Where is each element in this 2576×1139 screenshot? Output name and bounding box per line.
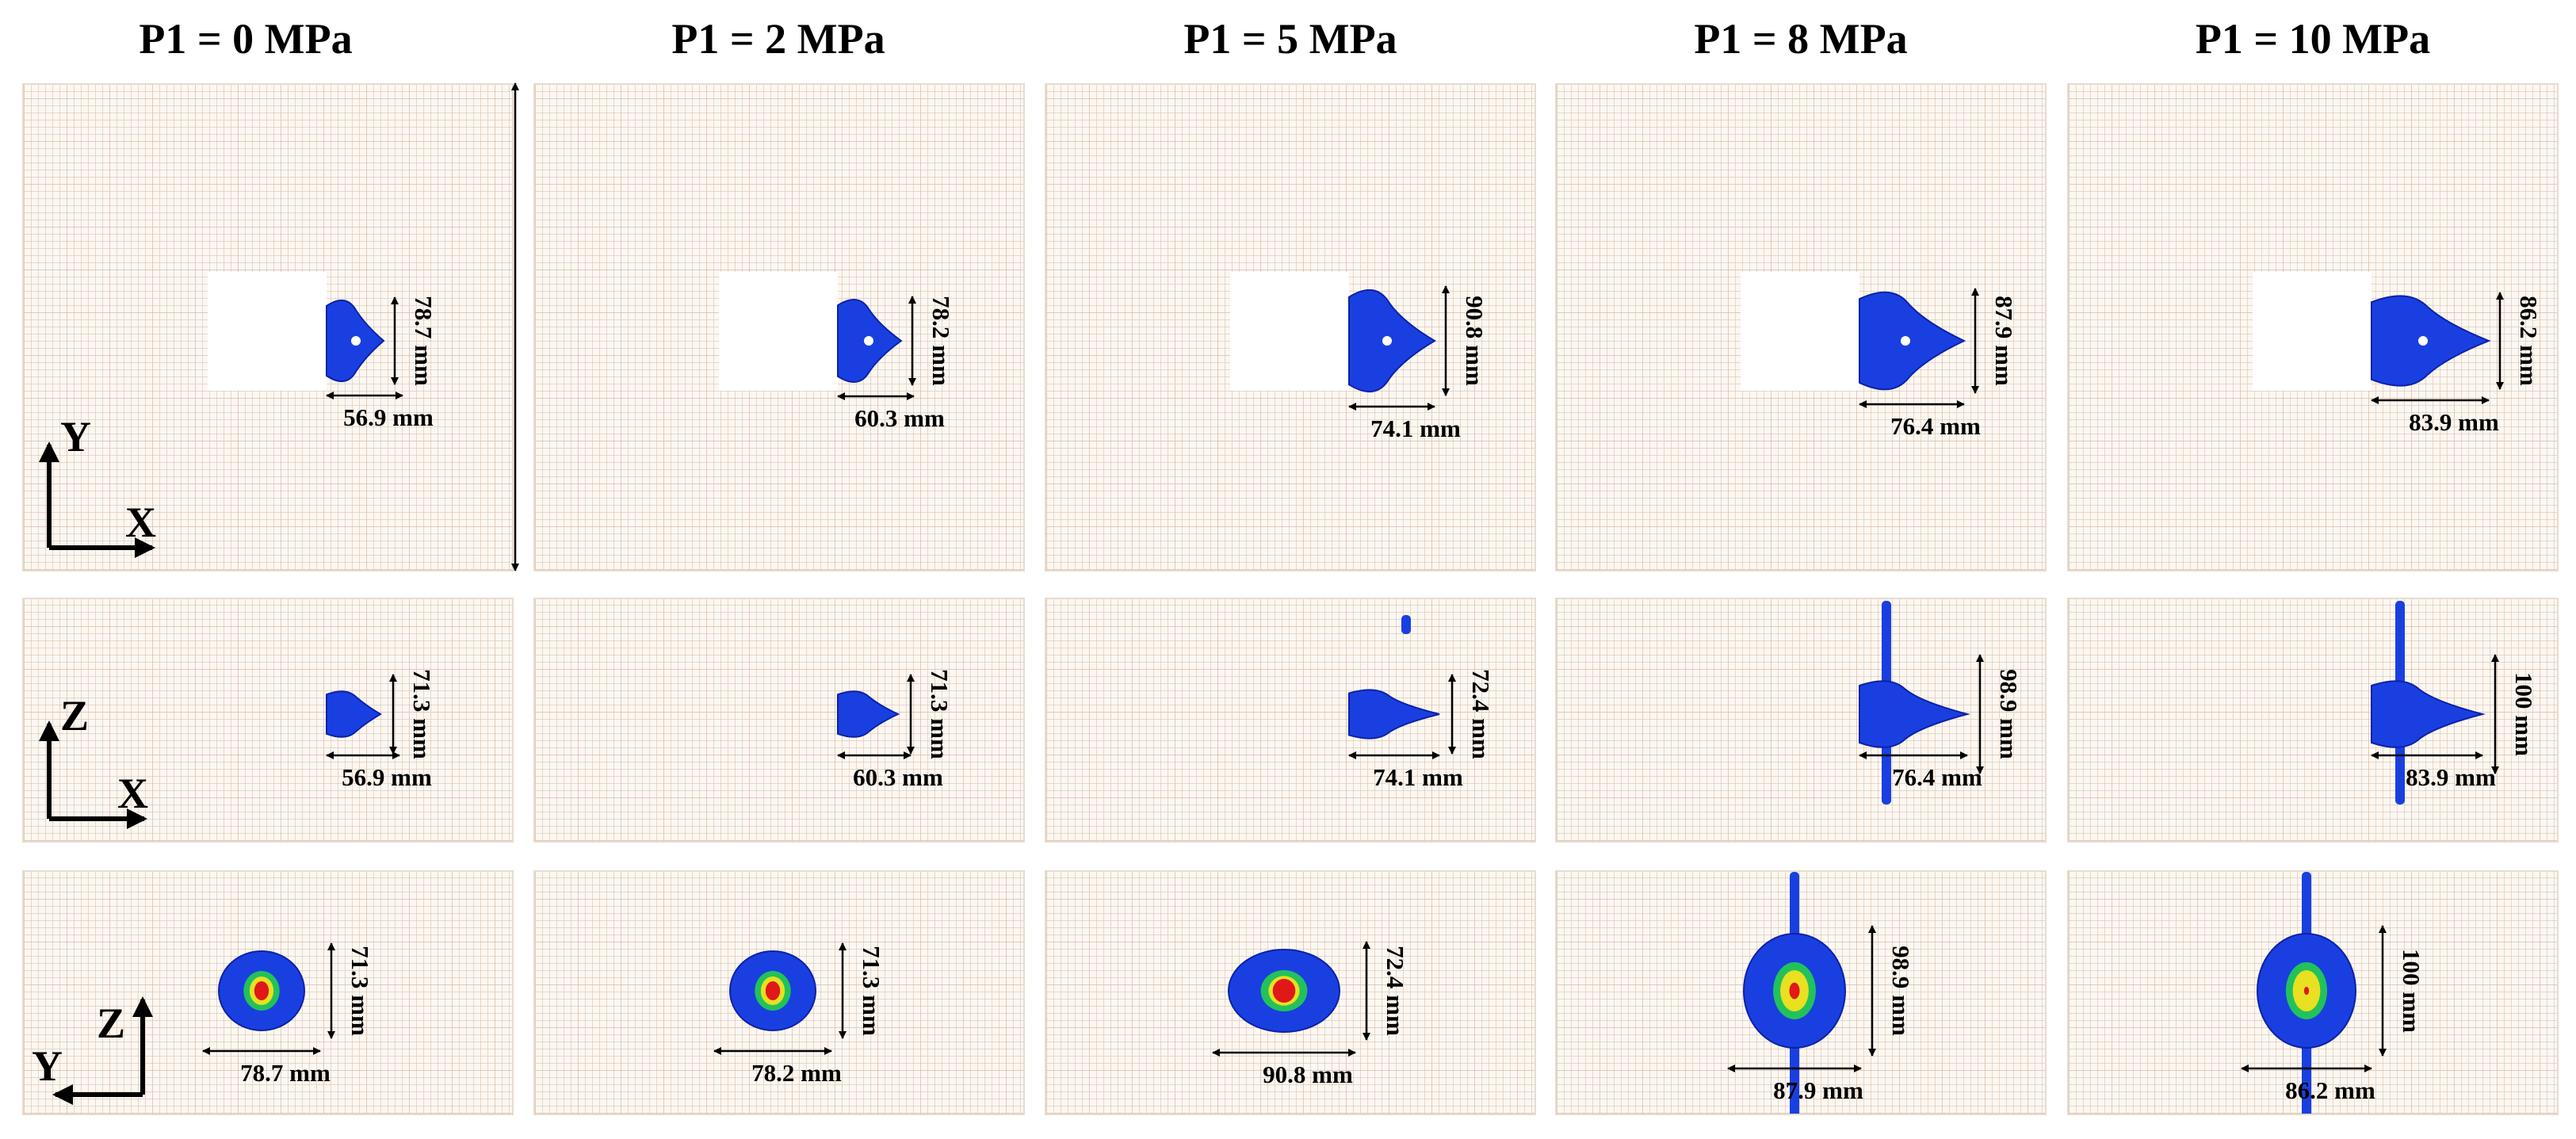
vertical-dimension-label: 100 mm — [2510, 672, 2538, 756]
wellbore-block — [2253, 272, 2372, 391]
fracture-view: 60.3 mm 78.2 mm — [719, 272, 955, 432]
axis-horizontal-label: Y — [32, 1042, 63, 1090]
view-panel: 76.4 mm 98.9 mm — [1555, 598, 2047, 843]
view-panel: 74.1 mm 90.8 mm — [1045, 83, 1536, 571]
horizontal-dimension-label: 87.9 mm — [1773, 1076, 1863, 1104]
fracture-view: 76.4 mm 98.9 mm — [1859, 601, 2023, 805]
horizontal-dimension-label: 86.2 mm — [2285, 1076, 2375, 1104]
view-panel: 83.9 mm 100 mm — [2067, 598, 2559, 843]
vertical-dimension-label: 86.2 mm — [2515, 296, 2543, 386]
column-title: P1 = 0 MPa — [139, 15, 353, 63]
wellbore-block — [1741, 272, 1859, 391]
horizontal-dimension-label: 78.7 mm — [240, 1059, 331, 1087]
fracture-view: 56.9 mm 78.7 mm YX — [39, 272, 438, 558]
view-panel: 78.7 mm 71.3 mm Z Y — [22, 870, 514, 1115]
view-panel: 76.4 mm 87.9 mm — [1555, 83, 2047, 571]
horizontal-dimension-label: 83.9 mm — [2409, 408, 2499, 436]
vertical-dimension-label: 71.3 mm — [858, 946, 885, 1036]
horizontal-dimension-label: 60.3 mm — [853, 763, 943, 791]
vertical-dimension-label: 78.7 mm — [410, 296, 438, 386]
fracture-view: 76.4 mm 87.9 mm — [1741, 272, 2018, 440]
perforation-point — [351, 336, 361, 346]
fracture-fragment — [1401, 615, 1411, 634]
fracture-view: 60.3 mm 71.3 mm — [837, 669, 954, 791]
perforation-point — [1382, 336, 1392, 346]
fracture-contour — [1228, 949, 1340, 1033]
view-panel: 90.8 mm 72.4 mm — [1045, 870, 1536, 1115]
horizontal-dimension-label: 74.1 mm — [1370, 415, 1461, 442]
horizontal-dimension-label: 78.2 mm — [751, 1059, 842, 1087]
view-panel: 83.9 mm 86.2 mm — [2067, 83, 2559, 571]
fracture-view: 86.2 mm 100 mm — [2241, 872, 2425, 1114]
fracture-contour — [2257, 933, 2356, 1049]
perforation-point — [1901, 336, 1910, 346]
fracture-shape — [326, 690, 382, 738]
vertical-dimension-label: 100 mm — [2398, 949, 2425, 1033]
vertical-dimension-label: 71.3 mm — [408, 669, 436, 759]
view-panel: 86.2 mm 100 mm — [2067, 870, 2559, 1115]
vertical-dimension-label: 90.8 mm — [1461, 296, 1489, 386]
fracture-shape — [1859, 291, 1966, 391]
axis-indicator: ZY — [32, 996, 153, 1105]
vertical-dimension-label: 72.4 mm — [1467, 669, 1495, 759]
fracture-shape — [1348, 689, 1440, 740]
view-panel: 56.9 mm 78.7 mm Y X — [22, 83, 514, 571]
column-title: P1 = 2 MPa — [671, 15, 885, 63]
view-panel: 78.2 mm 71.3 mm — [533, 870, 1025, 1115]
fracture-view: 90.8 mm 72.4 mm — [1212, 941, 1409, 1088]
vertical-dimension-label: 87.9 mm — [1990, 296, 2018, 386]
view-panel: 60.3 mm 78.2 mm — [533, 83, 1025, 571]
vertical-dimension-label: 71.3 mm — [346, 946, 374, 1036]
axis-vertical-label: Z — [97, 999, 125, 1047]
column-title: P1 = 10 MPa — [2195, 15, 2431, 63]
axis-indicator: ZX — [39, 692, 148, 829]
vertical-dimension-label: 98.9 mm — [1995, 669, 2023, 759]
wellbore-block — [208, 272, 327, 391]
axis-horizontal-label: X — [125, 499, 156, 546]
column-title: P1 = 8 MPa — [1694, 15, 1908, 63]
vertical-dimension-label: 98.9 mm — [1887, 946, 1915, 1036]
horizontal-dimension-label: 76.4 mm — [1892, 763, 1982, 791]
vertical-dimension-label: 78.2 mm — [927, 296, 955, 386]
fracture-view: 74.1 mm 90.8 mm — [1230, 272, 1489, 442]
fracture-view: 83.9 mm 86.2 mm — [2253, 272, 2543, 436]
axis-vertical-label: Y — [60, 413, 91, 461]
fracture-shape — [2371, 680, 2486, 748]
fracture-contour — [1743, 933, 1846, 1049]
view-panel: 87.9 mm 98.9 mm — [1555, 870, 2047, 1115]
fracture-view: 78.7 mm 71.3 mm ZY — [32, 942, 374, 1105]
axis-horizontal-label: X — [117, 770, 148, 817]
horizontal-dimension-label: 90.8 mm — [1263, 1061, 1353, 1088]
fracture-view: 56.9 mm 71.3 mm ZX — [39, 669, 436, 829]
horizontal-dimension-label: 56.9 mm — [343, 403, 434, 431]
vertical-dimension-label: 72.4 mm — [1382, 946, 1409, 1036]
fracture-shape — [1859, 680, 1970, 748]
perforation-point — [2418, 336, 2428, 346]
fracture-shape — [2371, 295, 2491, 387]
fracture-view: 78.2 mm 71.3 mm — [713, 942, 885, 1087]
vertical-dimension-label: 71.3 mm — [926, 669, 954, 759]
perforation-point — [864, 336, 873, 346]
axis-vertical-label: Z — [60, 692, 89, 740]
view-panel: 74.1 mm 72.4 mm — [1045, 598, 1536, 843]
horizontal-dimension-label: 56.9 mm — [342, 763, 432, 791]
view-panel: 60.3 mm 71.3 mm — [533, 598, 1025, 843]
horizontal-dimension-label: 74.1 mm — [1373, 763, 1463, 791]
fracture-view: 83.9 mm 100 mm — [2371, 601, 2538, 805]
horizontal-dimension-label: 60.3 mm — [854, 404, 945, 432]
fracture-view: 87.9 mm 98.9 mm — [1727, 872, 1915, 1114]
horizontal-dimension-label: 83.9 mm — [2406, 763, 2496, 791]
fracture-contour — [729, 950, 816, 1031]
wellbore-block — [1230, 272, 1349, 391]
wellbore-block — [719, 272, 838, 391]
axis-indicator: YX — [39, 413, 156, 558]
view-panel: 56.9 mm 71.3 mm Z X — [22, 598, 514, 843]
column-title: P1 = 5 MPa — [1183, 15, 1397, 63]
fracture-shape — [837, 690, 900, 738]
fracture-contour — [218, 950, 305, 1031]
horizontal-dimension-label: 76.4 mm — [1890, 412, 1981, 440]
